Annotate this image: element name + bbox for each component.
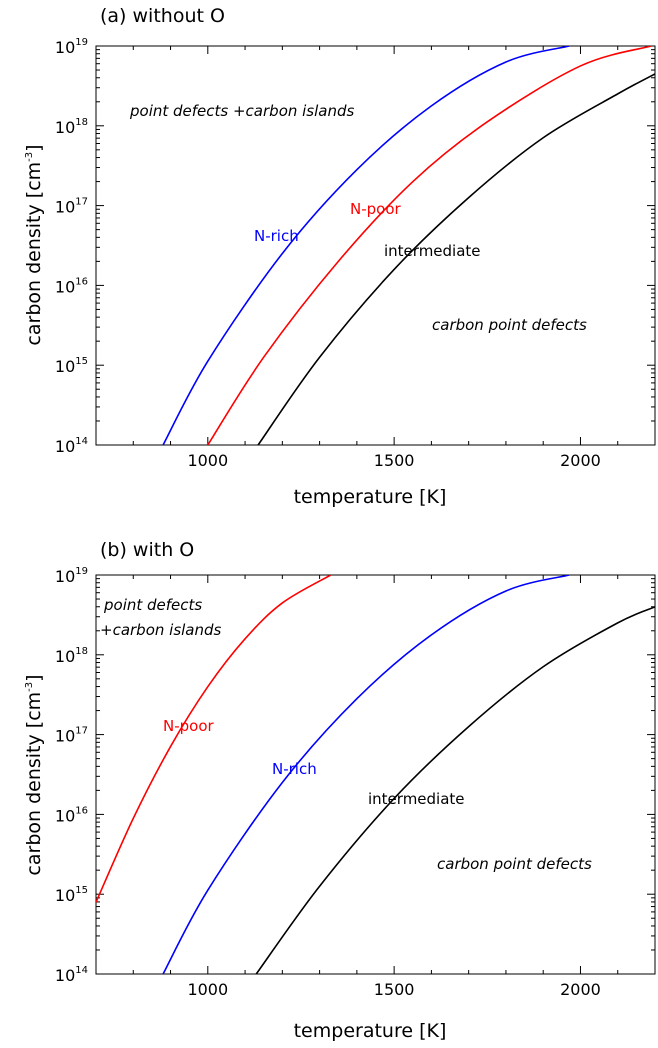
- panel-b-region-upper-2: +carbon islands: [100, 621, 222, 639]
- panel-b-plot-frame: [95, 574, 656, 975]
- panel-b-series-n-rich: [162, 575, 570, 974]
- panel-b-label-intermediate: intermediate: [368, 790, 465, 808]
- panel-a-y-tick-label: 1019: [55, 37, 88, 57]
- panel-b-y-axis-title: carbon density [cm-3]: [23, 674, 45, 875]
- panel-a-y-tick-label: 1018: [55, 117, 88, 137]
- panel-a-y-tick-label: 1014: [55, 436, 88, 456]
- panel-a-title: (a) without O: [100, 5, 225, 27]
- panel-b-y-tick-label: 1015: [55, 885, 88, 905]
- panel-a-x-axis-title: temperature [K]: [294, 486, 447, 508]
- panel-a-region-upper: point defects +carbon islands: [129, 102, 355, 120]
- panel-a-label-intermediate: intermediate: [384, 242, 481, 260]
- panel-a-y-tick-label: 1016: [55, 276, 88, 296]
- panel-a-label-n-rich: N-rich: [254, 227, 299, 245]
- panel-b-ticks: 1000 1500 2000 1014 1015 1016 1017 1018 1019: [55, 566, 656, 999]
- panel-b-label-n-poor: N-poor: [163, 717, 215, 735]
- panel-b-label-n-rich: N-rich: [272, 760, 317, 778]
- panel-b-curves: [96, 575, 655, 974]
- panel-a-x-tick-label: 1500: [374, 451, 415, 470]
- panel-a-x-tick-label: 2000: [560, 451, 601, 470]
- panel-a-label-n-poor: N-poor: [350, 200, 402, 218]
- panel-a-x-tick-label: 1000: [187, 451, 228, 470]
- panel-a-series-n-poor: [207, 46, 652, 445]
- panel-a-y-tick-label: 1015: [55, 356, 88, 376]
- panel-b-series-intermediate: [255, 606, 655, 974]
- panel-b-x-tick-label: 1500: [374, 980, 415, 999]
- panel-b-y-tick-label: 1017: [55, 726, 88, 746]
- panel-a-y-axis-title: carbon density [cm-3]: [23, 144, 45, 345]
- panel-a-ticks: 1000 1500 2000 1014 1015 1016 1017 1018 1019: [55, 37, 656, 470]
- panel-a-region-lower: carbon point defects: [432, 316, 587, 334]
- panel-b: (b) with O 1000 1500 200010141015101610171…: [23, 539, 656, 1042]
- panel-a: (a) without O 1000 1500 200010141015101610…: [23, 5, 656, 508]
- panel-b-y-tick-label: 1019: [55, 566, 88, 586]
- panel-b-region-lower: carbon point defects: [437, 855, 592, 873]
- panel-b-x-tick-label: 2000: [560, 980, 601, 999]
- panel-b-x-tick-label: 1000: [187, 980, 228, 999]
- panel-b-x-axis-title: temperature [K]: [294, 1020, 447, 1042]
- panel-b-series-n-poor: [96, 575, 332, 903]
- panel-b-region-upper-1: point defects: [103, 596, 202, 614]
- panel-a-y-tick-label: 1017: [55, 197, 88, 217]
- panel-a-series-n-rich: [162, 46, 570, 445]
- panel-a-series-intermediate: [257, 73, 655, 445]
- panel-a-plot-frame: [95, 45, 656, 446]
- panel-b-y-tick-label: 1016: [55, 805, 88, 825]
- panel-b-title: (b) with O: [100, 539, 194, 561]
- panel-b-y-tick-label: 1018: [55, 646, 88, 666]
- panel-b-y-tick-label: 1014: [55, 965, 88, 985]
- panel-a-curves: [162, 46, 655, 445]
